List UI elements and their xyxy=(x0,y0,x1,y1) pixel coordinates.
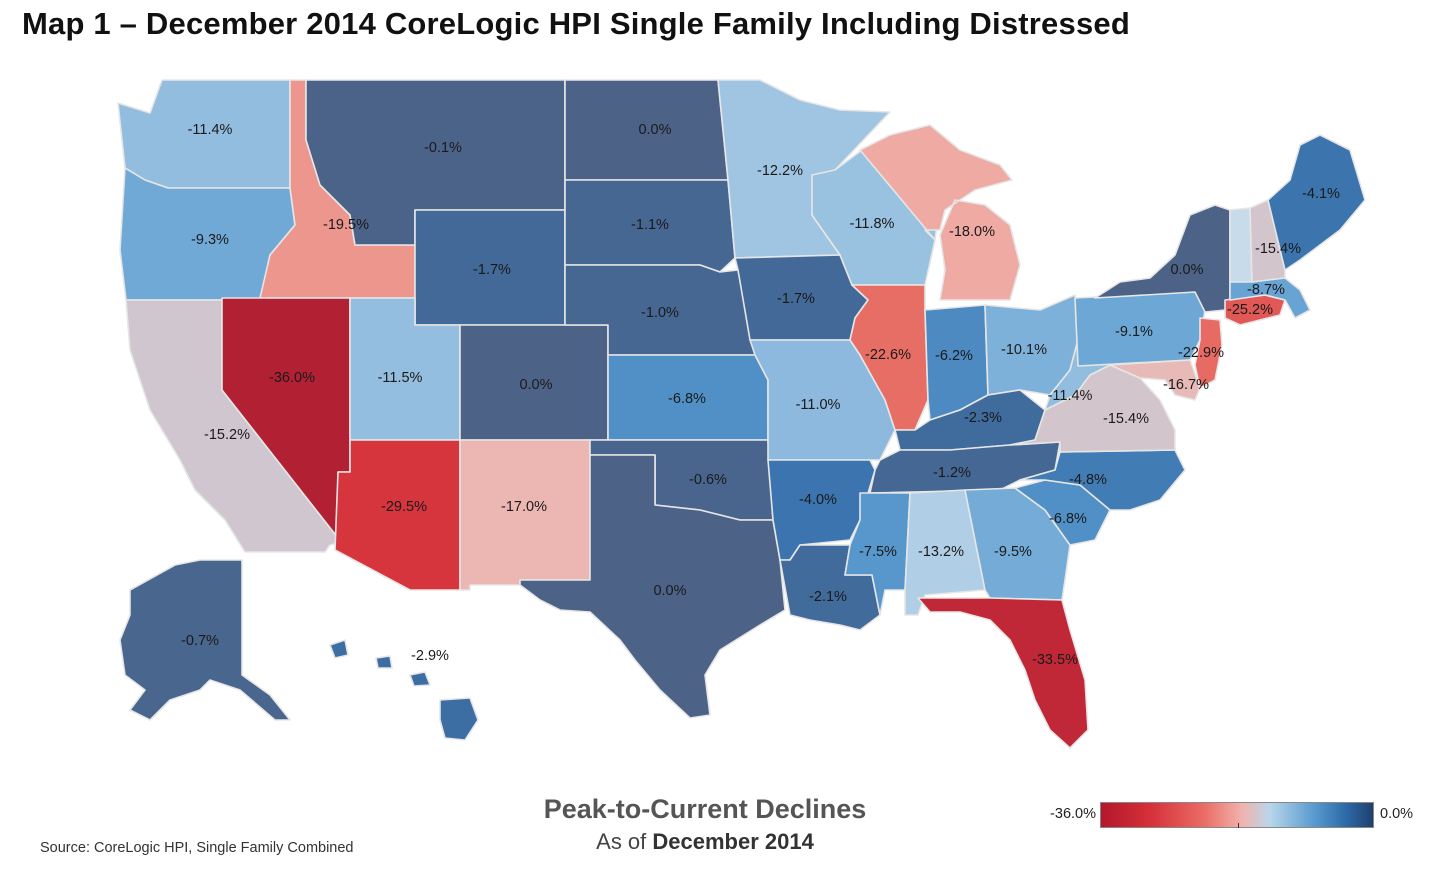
state-label-ar: -4.0% xyxy=(799,492,837,508)
state-label-md: -16.7% xyxy=(1163,377,1209,393)
state-nm[interactable] xyxy=(459,439,591,591)
state-nc[interactable] xyxy=(1019,449,1186,511)
legend-max-label: 0.0% xyxy=(1380,806,1414,822)
state-label-id: -19.5% xyxy=(323,217,369,233)
state-label-pa: -9.1% xyxy=(1115,324,1153,340)
state-label-mn: -12.2% xyxy=(757,163,803,179)
state-label-hi: -2.9% xyxy=(411,648,449,664)
state-label-la: -2.1% xyxy=(809,589,847,605)
state-label-mt: -0.1% xyxy=(424,140,462,156)
legend-subtitle-date: December 2014 xyxy=(652,829,814,854)
state-label-il: -22.6% xyxy=(865,347,911,363)
state-label-me: -4.1% xyxy=(1302,186,1340,202)
state-nj[interactable] xyxy=(1194,317,1223,389)
state-fl[interactable] xyxy=(917,597,1089,749)
state-label-in: -6.2% xyxy=(935,348,973,364)
states-layer xyxy=(117,79,1366,749)
state-vt[interactable] xyxy=(1229,207,1253,283)
state-label-ct: -25.2% xyxy=(1227,302,1273,318)
state-label-wi: -11.8% xyxy=(850,216,895,232)
state-label-ak: -0.7% xyxy=(181,633,219,649)
state-label-fl: -33.5% xyxy=(1032,652,1078,668)
legend-subtitle-prefix: As of xyxy=(596,829,647,854)
state-label-nj: -22.9% xyxy=(1178,345,1224,361)
state-label-ms: -7.5% xyxy=(859,544,897,560)
state-label-wv: -11.4% xyxy=(1048,388,1093,404)
state-label-ne: -1.0% xyxy=(641,305,679,321)
state-label-nh: -15.4% xyxy=(1255,241,1301,257)
state-label-nc: -4.8% xyxy=(1069,472,1107,488)
state-md[interactable] xyxy=(1109,359,1201,401)
state-label-mi: -18.0% xyxy=(949,224,995,240)
state-ny[interactable] xyxy=(1094,204,1231,313)
state-il[interactable] xyxy=(849,284,929,431)
state-label-ut: -11.5% xyxy=(378,370,423,386)
state-ar[interactable] xyxy=(767,459,876,561)
state-label-tn: -1.2% xyxy=(933,465,971,481)
state-label-wa: -11.4% xyxy=(188,122,233,138)
legend-title: Peak-to-Current Declines xyxy=(543,794,867,824)
legend-min-label: -36.0% xyxy=(1050,806,1096,822)
state-label-ca: -15.2% xyxy=(204,427,250,443)
state-nh[interactable] xyxy=(1249,199,1286,283)
legend-color-scale xyxy=(1100,802,1374,828)
state-mi[interactable] xyxy=(859,124,1021,301)
state-label-wy: -1.7% xyxy=(473,262,511,278)
state-tx[interactable] xyxy=(519,454,786,719)
state-label-oh: -10.1% xyxy=(1001,342,1047,358)
state-label-mo: -11.0% xyxy=(796,397,841,413)
state-label-sc: -6.8% xyxy=(1049,511,1087,527)
state-me[interactable] xyxy=(1267,134,1366,271)
labels-layer: -11.4% -9.3% -15.2% -19.5% -36.0% -0.1% … xyxy=(181,122,1340,668)
state-ma[interactable] xyxy=(1229,277,1311,319)
state-label-ga: -9.5% xyxy=(994,544,1032,560)
state-label-or: -9.3% xyxy=(191,232,229,248)
state-label-ky: -2.3% xyxy=(964,410,1002,426)
state-ak[interactable] xyxy=(119,559,291,721)
state-az[interactable] xyxy=(334,439,461,591)
legend-tick xyxy=(1238,823,1239,828)
state-label-ks: -6.8% xyxy=(668,391,706,407)
state-label-sd: -1.1% xyxy=(631,217,669,233)
state-label-nv: -36.0% xyxy=(269,370,315,386)
state-label-ia: -1.7% xyxy=(777,291,815,307)
source-note: Source: CoreLogic HPI, Single Family Com… xyxy=(40,840,354,856)
legend-subtitle: As of December 2014 xyxy=(480,829,930,855)
state-label-nd: 0.0% xyxy=(638,122,671,138)
state-label-ma: -8.7% xyxy=(1247,282,1285,298)
state-label-nm: -17.0% xyxy=(501,499,547,515)
state-label-az: -29.5% xyxy=(381,499,427,515)
map-title: Map 1 – December 2014 CoreLogic HPI Sing… xyxy=(22,6,1130,41)
state-hi[interactable] xyxy=(329,639,479,741)
state-label-ok: -0.6% xyxy=(689,472,727,488)
state-label-co: 0.0% xyxy=(519,377,552,393)
state-label-va: -15.4% xyxy=(1103,411,1149,427)
state-label-tx: 0.0% xyxy=(653,583,686,599)
state-label-ny: 0.0% xyxy=(1170,262,1203,278)
state-label-al: -13.2% xyxy=(918,544,964,560)
